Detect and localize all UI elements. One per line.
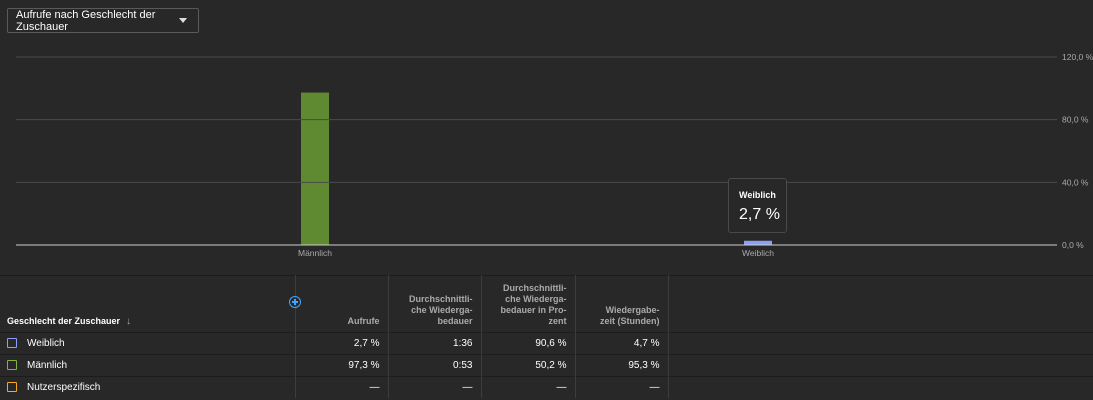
x-tick-label: Männlich <box>298 248 332 258</box>
x-tick-label: Weiblich <box>742 248 774 258</box>
row-dimension-cell: Männlich <box>0 354 296 377</box>
tooltip-value: 2,7 % <box>739 206 780 223</box>
chart-tooltip: Weiblich 2,7 % <box>728 178 787 233</box>
header-avg-percent[interactable]: Durchschnittli- che Wiederga- bedauer in… <box>481 275 576 333</box>
header-line: bedauer in Pro- <box>500 305 567 315</box>
cell-filler <box>668 376 1093 398</box>
header-line: che Wiederga- <box>411 305 473 315</box>
row-dimension-cell: Weiblich <box>0 332 296 355</box>
cell-avg-percent: 90,6 % <box>481 332 576 355</box>
cell-watch-time: — <box>575 376 669 398</box>
row-checkbox[interactable] <box>7 338 17 349</box>
cell-avg-duration: — <box>388 376 482 398</box>
table-row: Weiblich 2,7 % 1:36 90,6 % 4,7 % <box>0 332 1093 355</box>
row-label: Weiblich <box>27 337 65 349</box>
header-line: che Wiederga- <box>505 294 567 304</box>
add-metric-icon[interactable] <box>289 296 301 308</box>
row-dimension-cell: Nutzerspezifisch <box>0 376 296 398</box>
row-label: Nutzerspezifisch <box>27 381 101 393</box>
header-avg-duration[interactable]: Durchschnittli- che Wiederga- bedauer <box>388 275 482 333</box>
cell-avg-percent: — <box>481 376 576 398</box>
header-filler <box>668 275 1093 333</box>
y-tick-label: 120,0 % <box>1062 52 1093 62</box>
header-views[interactable]: Aufrufe <box>295 275 389 333</box>
cell-avg-duration: 0:53 <box>388 354 482 377</box>
cell-avg-percent: 50,2 % <box>481 354 576 377</box>
header-views-label: Aufrufe <box>347 316 380 326</box>
cell-watch-time: 4,7 % <box>575 332 669 355</box>
header-line: Durchschnittli- <box>502 283 567 293</box>
sort-down-icon[interactable]: ↓ <box>126 316 132 327</box>
header-watch-time[interactable]: Wiedergabe- zeit (Stunden) <box>575 275 669 333</box>
cell-watch-time: 95,3 % <box>575 354 669 377</box>
cell-views: 97,3 % <box>295 354 389 377</box>
cell-filler <box>668 332 1093 355</box>
row-checkbox[interactable] <box>7 360 17 371</box>
header-line: Wiedergabe- <box>605 305 660 315</box>
header-line: zent <box>548 316 567 326</box>
metric-dropdown-label: Aufrufe nach Geschlecht der Zuschauer <box>16 8 156 33</box>
metric-dropdown[interactable]: Aufrufe nach Geschlecht der Zuschauer <box>7 8 199 33</box>
chart-bar <box>301 92 329 246</box>
chevron-down-icon <box>179 18 187 23</box>
data-table: Geschlecht der Zuschauer ↓ Aufrufe Durchs… <box>0 275 1093 398</box>
bar-chart: 120,0 % 80,0 % 40,0 % 0,0 % Männlich Weiblich <box>16 52 1093 258</box>
y-tick-label: 0,0 % <box>1062 240 1084 250</box>
y-tick-label: 40,0 % <box>1062 177 1089 187</box>
header-line: bedauer <box>437 316 473 326</box>
tooltip-label: Weiblich <box>739 190 776 200</box>
row-checkbox[interactable] <box>7 382 17 393</box>
header-dimension[interactable]: Geschlecht der Zuschauer ↓ <box>0 275 301 333</box>
chart-bar <box>744 240 772 245</box>
cell-avg-duration: 1:36 <box>388 332 482 355</box>
header-line: Durchschnittli- <box>408 294 473 304</box>
cell-filler <box>668 354 1093 377</box>
row-label: Männlich <box>27 359 68 371</box>
table-row: Nutzerspezifisch — — — — <box>0 376 1093 398</box>
table-row: Männlich 97,3 % 0:53 50,2 % 95,3 % <box>0 354 1093 377</box>
cell-views: 2,7 % <box>295 332 389 355</box>
y-tick-label: 80,0 % <box>1062 115 1089 125</box>
cell-views: — <box>295 376 389 398</box>
header-line: zeit (Stunden) <box>600 316 660 326</box>
header-dimension-label: Geschlecht der Zuschauer <box>7 316 121 326</box>
